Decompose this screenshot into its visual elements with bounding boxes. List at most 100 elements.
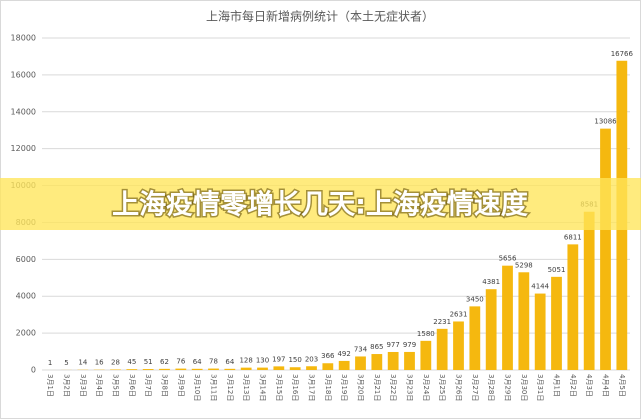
y-tick-label: 18000 xyxy=(11,34,36,43)
bar xyxy=(126,369,138,370)
x-tick-label: 4月4日 xyxy=(602,374,610,397)
bar xyxy=(404,351,415,370)
value-label: 366 xyxy=(321,352,335,360)
banner-bg xyxy=(0,178,641,230)
x-tick-label: 3月17日 xyxy=(308,374,316,401)
x-tick-label: 3月7日 xyxy=(144,374,152,397)
y-tick-label: 4000 xyxy=(16,292,36,301)
value-label: 1580 xyxy=(417,330,435,338)
y-tick-label: 14000 xyxy=(11,107,36,116)
banner-text: 上海疫情零增长几天:上海疫情速度 xyxy=(112,189,528,221)
bar xyxy=(518,272,530,370)
value-label: 78 xyxy=(209,358,218,366)
value-label: 45 xyxy=(127,358,136,366)
value-label: 203 xyxy=(305,355,318,363)
x-tick-label: 3月23日 xyxy=(406,374,414,401)
x-tick-label: 3月11日 xyxy=(210,374,218,401)
bar xyxy=(469,306,481,370)
bar xyxy=(110,369,121,370)
x-tick-label: 3月9日 xyxy=(177,374,185,397)
value-label: 5051 xyxy=(548,266,566,274)
x-tick-label: 4月5日 xyxy=(618,374,626,397)
bar xyxy=(142,369,154,370)
bar xyxy=(338,360,350,370)
bar xyxy=(567,244,579,370)
x-tick-label: 3月14日 xyxy=(259,374,267,401)
value-label: 130 xyxy=(256,357,269,365)
x-tick-label: 3月29日 xyxy=(504,374,512,401)
value-label: 64 xyxy=(193,358,202,366)
x-tick-label: 3月20日 xyxy=(357,374,365,401)
bar xyxy=(436,328,448,370)
x-tick-label: 3月8日 xyxy=(161,374,169,397)
y-tick-label: 16000 xyxy=(11,70,36,79)
x-tick-label: 3月13日 xyxy=(242,374,250,401)
x-tick-label: 3月24日 xyxy=(422,374,430,401)
value-label: 2631 xyxy=(450,310,468,318)
bar xyxy=(453,321,464,370)
value-label: 28 xyxy=(111,358,120,366)
x-tick-label: 3月25日 xyxy=(438,374,446,401)
value-label: 979 xyxy=(403,341,416,349)
bar xyxy=(420,340,432,370)
y-tick-label: 12000 xyxy=(11,144,36,153)
value-label: 4144 xyxy=(531,283,549,291)
value-label: 6811 xyxy=(564,233,582,241)
x-tick-label: 3月18日 xyxy=(324,374,332,401)
x-tick-label: 3月4日 xyxy=(95,374,103,397)
chart-title: 上海市每日新增病例统计（本土无症状者） xyxy=(206,9,434,24)
value-label: 977 xyxy=(386,341,399,349)
value-label: 16 xyxy=(95,359,104,367)
bar xyxy=(159,368,170,370)
x-tick-label: 3月10日 xyxy=(193,374,201,401)
value-label: 734 xyxy=(354,345,368,353)
value-label: 4381 xyxy=(482,278,500,286)
bar xyxy=(257,367,268,370)
x-tick-label: 3月12日 xyxy=(226,374,234,401)
x-tick-label: 3月16日 xyxy=(291,374,299,401)
bar xyxy=(371,354,383,370)
value-label: 5 xyxy=(64,359,68,367)
value-label: 2231 xyxy=(433,318,451,326)
bar xyxy=(289,367,301,370)
bar xyxy=(306,366,317,370)
bar xyxy=(322,363,334,370)
value-label: 16766 xyxy=(611,50,634,58)
x-tick-label: 3月6日 xyxy=(128,374,136,397)
x-tick-label: 3月31日 xyxy=(536,374,544,401)
x-tick-label: 4月1日 xyxy=(553,374,561,397)
x-tick-label: 3月22日 xyxy=(389,374,397,401)
x-tick-label: 3月21日 xyxy=(373,374,381,401)
x-tick-label: 4月2日 xyxy=(569,374,577,397)
bar xyxy=(355,356,366,370)
value-label: 13086 xyxy=(594,118,617,126)
x-tick-label: 3月5日 xyxy=(112,374,120,397)
value-label: 865 xyxy=(370,343,383,351)
x-tick-label: 3月19日 xyxy=(340,374,348,401)
bar xyxy=(224,368,236,370)
bar xyxy=(208,368,219,370)
value-label: 62 xyxy=(160,358,169,366)
value-label: 5298 xyxy=(515,261,533,269)
value-label: 5656 xyxy=(499,255,517,263)
x-tick-label: 3月2日 xyxy=(63,374,71,397)
bar xyxy=(534,293,546,370)
bar xyxy=(583,211,595,370)
bar xyxy=(273,366,285,370)
bar xyxy=(240,367,252,370)
value-label: 492 xyxy=(337,350,350,358)
bar xyxy=(191,368,203,370)
x-tick-label: 3月26日 xyxy=(455,374,463,401)
bar xyxy=(387,351,399,370)
y-tick-label: 0 xyxy=(31,366,36,375)
bar xyxy=(551,276,562,370)
bar xyxy=(600,128,611,370)
value-label: 197 xyxy=(272,355,285,363)
x-tick-label: 4月3日 xyxy=(585,374,593,397)
y-tick-label: 2000 xyxy=(16,329,36,338)
value-label: 128 xyxy=(239,357,252,365)
x-tick-label: 3月28日 xyxy=(487,374,495,401)
bar xyxy=(502,265,513,370)
value-label: 1 xyxy=(48,359,52,367)
